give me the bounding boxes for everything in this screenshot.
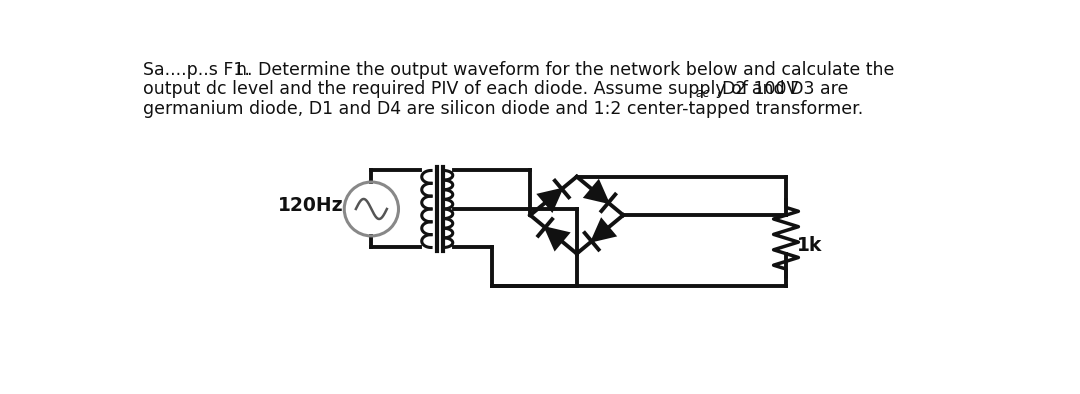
Text: output dc level and the required PIV of each diode. Assume supply of 100V: output dc level and the required PIV of … [143, 80, 798, 98]
Text: ac: ac [696, 87, 710, 100]
Polygon shape [545, 227, 569, 249]
Text: Sa....p..s F1.: Sa....p..s F1. [143, 61, 249, 79]
Polygon shape [584, 181, 608, 203]
Text: germanium diode, D1 and D4 are silicon diode and 1:2 center-tapped transformer.: germanium diode, D1 and D4 are silicon d… [143, 100, 863, 118]
Text: 1k: 1k [797, 236, 822, 255]
Text: ,D2 and D3 are: ,D2 and D3 are [711, 80, 848, 98]
Polygon shape [592, 219, 616, 241]
Text: 120Hz: 120Hz [279, 196, 345, 215]
Text: n. Determine the output waveform for the network below and calculate the: n. Determine the output waveform for the… [235, 61, 894, 79]
Polygon shape [538, 189, 562, 211]
